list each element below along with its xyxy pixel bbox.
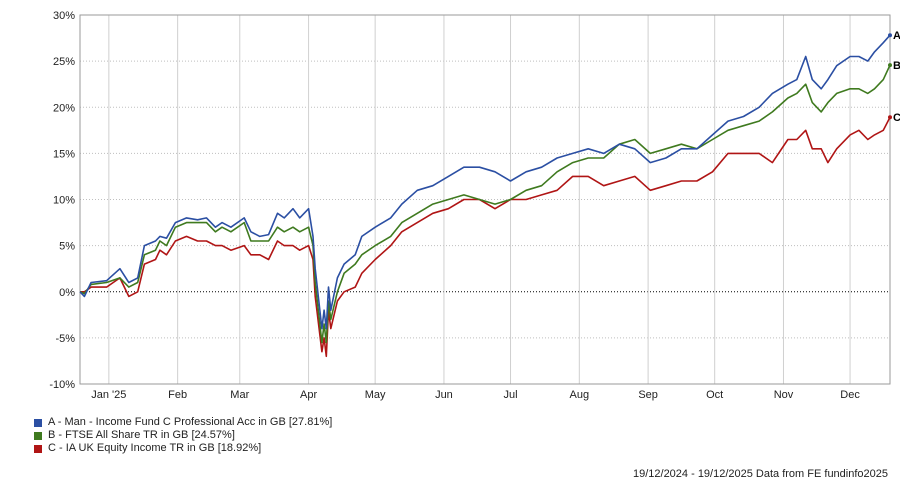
y-tick-label: 30% [53,10,75,22]
series-line-b [79,64,891,344]
series-end-label-c: C [893,112,900,124]
legend: A - Man - Income Fund C Professional Acc… [34,416,332,455]
y-tick-label: 5% [59,241,75,253]
x-tick-label: Sep [638,389,658,401]
legend-item-c: C - IA UK Equity Income TR in GB [18.92%… [34,442,332,455]
y-tick-label: -5% [55,333,75,345]
legend-item-a: A - Man - Income Fund C Professional Acc… [34,416,332,429]
series-end-point-b [888,63,892,68]
x-tick-label: Mar [230,389,249,401]
y-tick-label: 20% [53,102,75,114]
y-tick-label: 25% [53,56,75,68]
x-tick-label: Nov [774,389,794,401]
series-end-label-b: B [893,60,900,72]
date-range-footer: 19/12/2024 - 19/12/2025 Data from FE fun… [632,468,888,480]
chart: 30% 25% 20% 15% 10% 5% 0% -5% -10% Jan '25 Feb Mar A… [49,10,900,401]
x-tick-label: Aug [570,389,590,401]
legend-label-c: C - IA UK Equity Income TR in GB [18.92%… [48,442,262,454]
legend-label-a: A - Man - Income Fund C Professional Acc… [48,416,333,428]
legend-label-b: B - FTSE All Share TR in GB [24.57%] [48,429,235,441]
y-tick-label: 15% [53,148,75,160]
y-tick-label: -10% [49,379,75,391]
series-end-label-a: A [893,30,900,42]
x-tick-label: Feb [168,389,187,401]
y-tick-label: 10% [53,195,75,207]
x-tick-label: Jul [503,389,517,401]
plot-border [79,14,891,385]
legend-swatch-b [34,431,42,440]
legend-item-b: B - FTSE All Share TR in GB [24.57%] [34,429,332,442]
series-line-a [79,34,891,330]
x-tick-label: Jan '25 [91,389,126,401]
y-tick-label: 0% [59,287,75,299]
x-tick-label: Dec [840,389,860,401]
series-end-point-a [888,33,892,38]
series-end-point-c [888,115,892,120]
x-tick-label: Oct [706,389,723,401]
x-tick-label: Apr [300,389,317,401]
legend-swatch-c [34,444,42,453]
x-tick-label: Jun [435,389,453,401]
legend-swatch-a [34,418,42,427]
x-tick-label: May [365,389,386,401]
series-line-c [80,116,891,358]
